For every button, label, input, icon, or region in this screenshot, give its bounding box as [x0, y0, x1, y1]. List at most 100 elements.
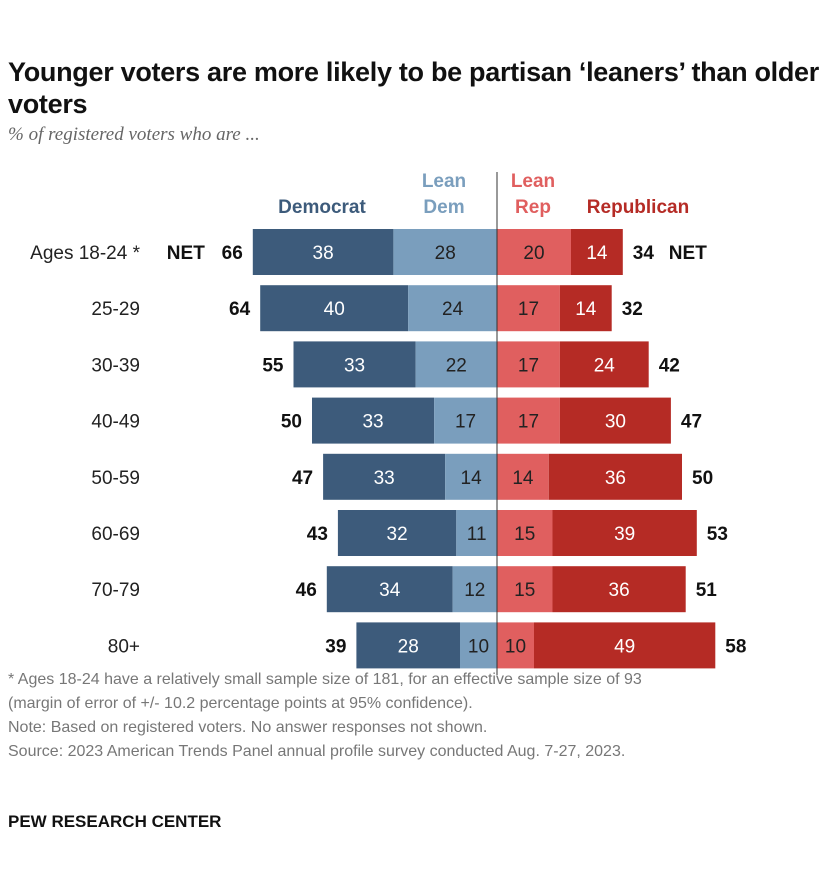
net-rep-label: 34	[633, 243, 655, 264]
source: Source: 2023 American Trends Panel annua…	[8, 743, 626, 760]
bar-democrat	[252, 229, 394, 275]
net-rep-label: 50	[692, 468, 713, 489]
bar-democrat-label: 34	[379, 580, 401, 601]
bar-lean-dem	[445, 453, 497, 500]
net-dem-label: 50	[281, 412, 302, 433]
bar-lean-rep-label: 15	[514, 580, 535, 601]
net-dem-label: 64	[229, 299, 251, 320]
bar-lean-dem-label: 24	[442, 299, 464, 320]
bar-lean-dem	[415, 341, 497, 388]
net-rep-label: 32	[622, 299, 643, 320]
bar-democrat	[337, 510, 457, 556]
bar-lean-rep-label: 17	[518, 355, 539, 376]
bar-lean-dem	[460, 622, 497, 669]
bar-republican	[559, 397, 671, 444]
category-label: 25-29	[91, 299, 140, 320]
category-label: 60-69	[91, 524, 140, 545]
bar-republican-label: 14	[586, 243, 608, 264]
bar-lean-dem-label: 11	[467, 524, 487, 545]
net-dem-label: 47	[292, 468, 313, 489]
bar-republican-label: 36	[605, 468, 626, 489]
bar-lean-dem	[393, 229, 497, 275]
legend-lean-rep: Lean	[511, 171, 555, 192]
bar-republican-label: 14	[575, 299, 597, 320]
category-label: 50-59	[91, 468, 140, 489]
net-dem-label: 66	[222, 243, 243, 264]
bar-lean-rep-label: 17	[518, 412, 539, 433]
bar-democrat	[312, 397, 435, 444]
bar-democrat	[260, 285, 409, 332]
bar-lean-rep	[497, 397, 560, 444]
bar-republican-label: 49	[614, 636, 635, 657]
chart-subtitle: % of registered voters who are ...	[8, 124, 260, 145]
bar-republican	[559, 285, 612, 332]
bar-lean-rep-label: 14	[512, 468, 534, 489]
category-label: 40-49	[91, 412, 140, 433]
bar-lean-rep	[497, 510, 553, 556]
bar-democrat-label: 28	[398, 636, 419, 657]
bar-republican	[548, 453, 682, 500]
bar-democrat-label: 33	[374, 468, 395, 489]
legend-lean-dem: Lean	[422, 171, 466, 192]
bar-republican	[571, 229, 623, 275]
net-dem-label: 43	[307, 524, 328, 545]
bar-republican	[559, 341, 649, 388]
bar-lean-rep	[497, 341, 560, 388]
bar-lean-dem-label: 12	[464, 580, 485, 601]
net-dem-label: 46	[296, 580, 317, 601]
bar-democrat-label: 33	[344, 355, 365, 376]
bar-republican-label: 24	[594, 355, 616, 376]
footnote-margin: (margin of error of +/- 10.2 percentage …	[8, 695, 473, 712]
note: Note: Based on registered voters. No ans…	[8, 719, 488, 736]
bar-republican-label: 30	[605, 412, 626, 433]
bar-lean-dem	[434, 397, 497, 444]
bar-lean-rep	[497, 566, 553, 613]
bar-democrat	[326, 566, 453, 613]
net-dem-label: 55	[262, 355, 284, 376]
legend-lean-rep: Rep	[515, 197, 551, 218]
bar-democrat	[323, 453, 446, 500]
net-rep-label: 58	[725, 636, 746, 657]
category-label: 30-39	[91, 355, 140, 376]
net-label-left: NET	[167, 243, 205, 264]
category-label: 80+	[108, 636, 140, 657]
legend-republican: Republican	[587, 197, 689, 218]
category-label: Ages 18-24 *	[30, 243, 140, 264]
footnote-sample: * Ages 18-24 have a relatively small sam…	[8, 671, 642, 688]
bar-lean-dem-label: 22	[446, 355, 467, 376]
diverging-bar-chart: Democrat Lean Dem Lean Rep Republican Ages 18-…	[30, 171, 746, 675]
bar-lean-dem	[452, 566, 497, 613]
bar-democrat	[356, 622, 460, 669]
bar-democrat-label: 32	[387, 524, 408, 545]
net-dem-label: 39	[325, 636, 346, 657]
chart-title: Younger voters are more likely to be par…	[8, 57, 819, 119]
bar-lean-dem-label: 10	[468, 636, 489, 657]
bar-lean-dem-label: 17	[455, 412, 476, 433]
bar-lean-dem-label: 28	[435, 243, 456, 264]
net-rep-label: 51	[696, 580, 718, 601]
legend-democrat: Democrat	[278, 197, 366, 218]
bar-lean-dem	[408, 285, 497, 332]
bar-democrat-label: 33	[362, 412, 383, 433]
bar-lean-rep	[497, 453, 549, 500]
bar-lean-dem	[456, 510, 497, 556]
bar-republican	[552, 566, 686, 613]
legend-lean-dem: Dem	[423, 197, 464, 218]
net-rep-label: 53	[707, 524, 728, 545]
bar-republican	[552, 510, 697, 556]
bar-lean-rep	[497, 622, 534, 669]
bar-lean-rep	[497, 285, 560, 332]
bar-democrat-label: 40	[324, 299, 345, 320]
bar-republican-label: 39	[614, 524, 635, 545]
brand-logo-text: PEW RESEARCH CENTER	[8, 812, 222, 831]
bar-lean-rep-label: 15	[514, 524, 535, 545]
bar-lean-rep-label: 10	[505, 636, 526, 657]
net-label-right: NET	[669, 243, 707, 264]
bar-democrat-label: 38	[313, 243, 334, 264]
bar-lean-rep-label: 20	[523, 243, 544, 264]
footnotes: * Ages 18-24 have a relatively small sam…	[8, 668, 642, 764]
bar-republican	[534, 622, 716, 669]
net-rep-label: 47	[681, 412, 702, 433]
bar-lean-rep-label: 17	[518, 299, 539, 320]
bar-democrat	[293, 341, 416, 388]
